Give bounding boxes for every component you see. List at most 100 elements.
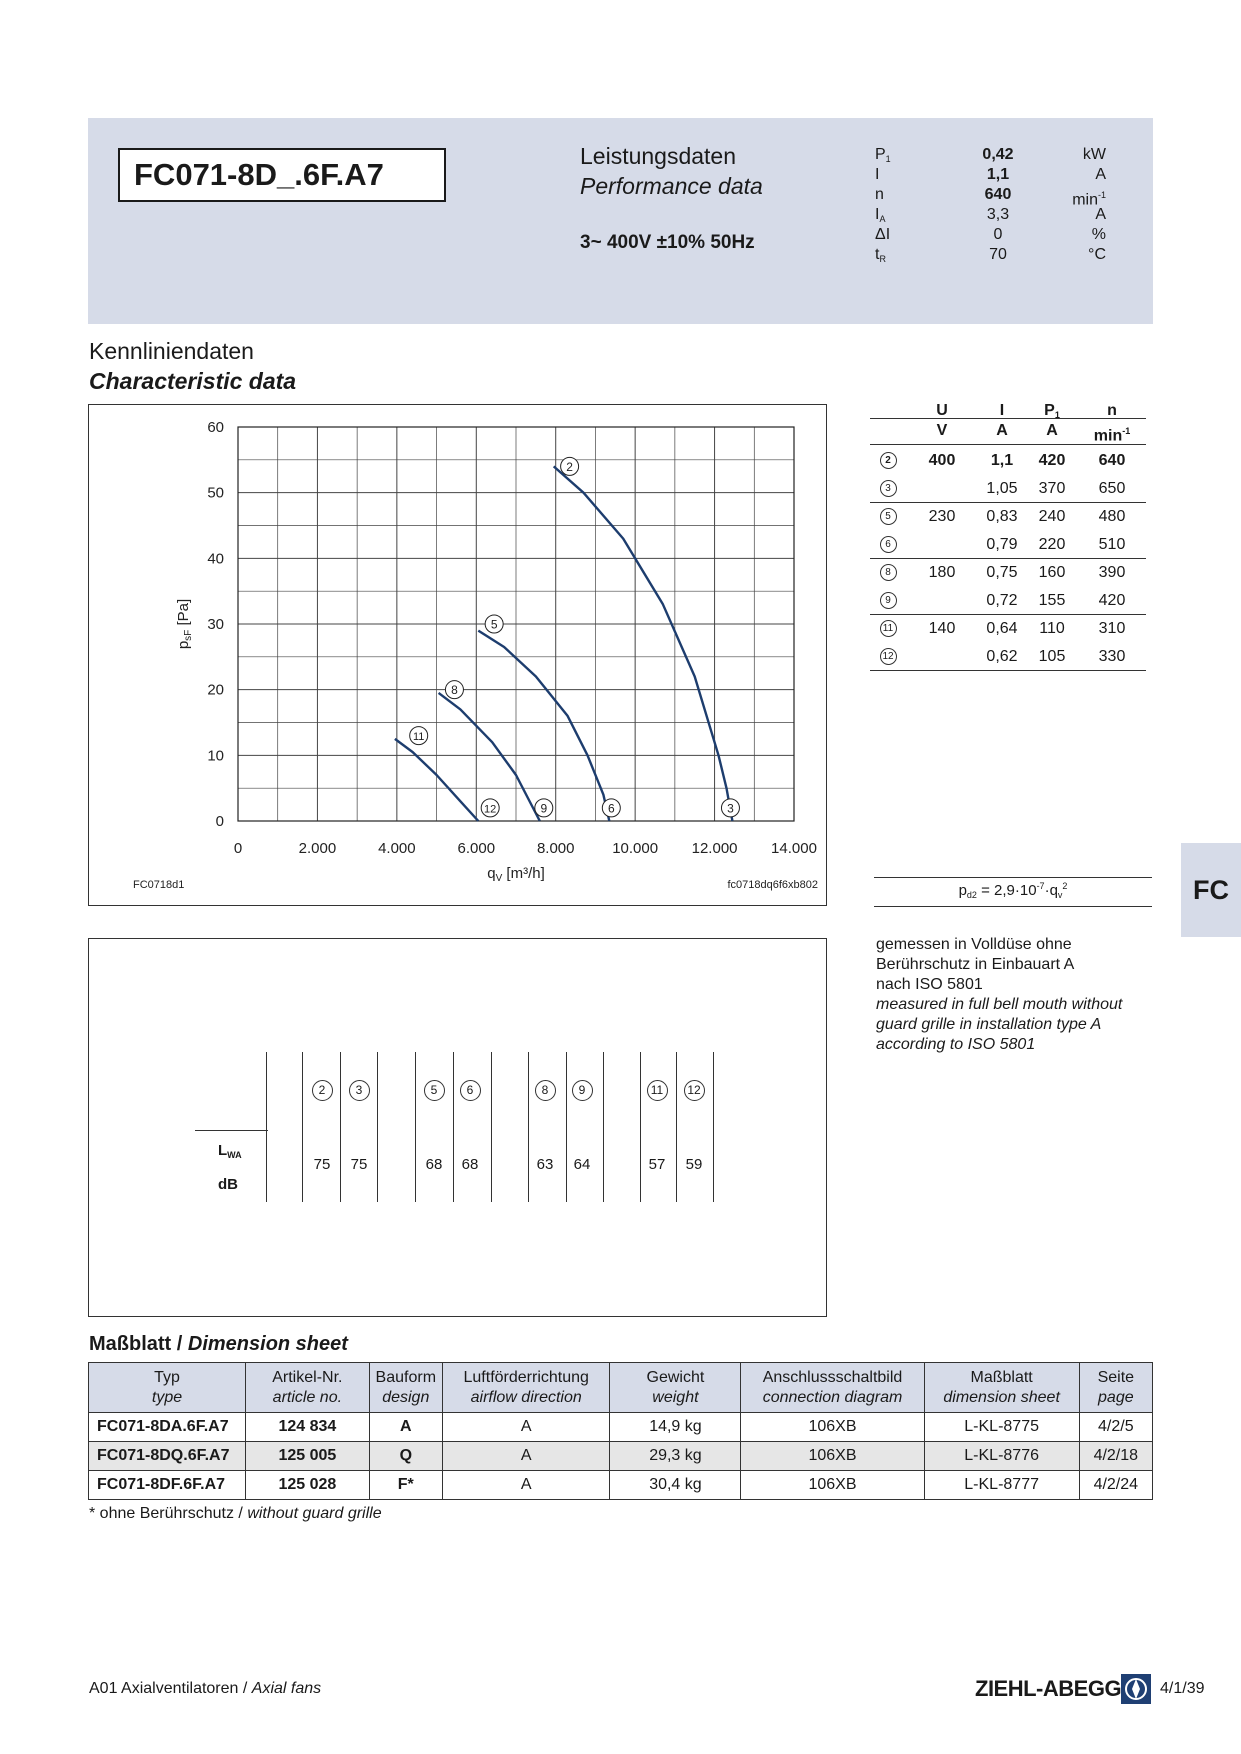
sound-power-value: 75 bbox=[313, 1156, 331, 1173]
dimension-title-sep: / bbox=[171, 1333, 188, 1355]
dimension-footnote: * ohne Berührschutz / without guard gril… bbox=[89, 1505, 382, 1523]
x-tick-label: 12.000 bbox=[692, 840, 738, 857]
table-cell: 0,75 bbox=[986, 564, 1018, 581]
table-cell: 160 bbox=[1038, 564, 1066, 581]
y-tick-label: 30 bbox=[207, 616, 224, 633]
footer-category-de: A01 Axialventilatoren / bbox=[89, 1680, 252, 1697]
table-row: 12 0,62 105 330 bbox=[870, 643, 1146, 671]
note-de-line-3: nach ISO 5801 bbox=[876, 976, 983, 993]
table-row: 9 0,72 155 420 bbox=[870, 587, 1146, 615]
sound-operating-point: 9 bbox=[565, 1080, 599, 1101]
column-header: Luftförderrichtung airflow direction bbox=[441, 1362, 611, 1413]
table-cell: 180 bbox=[928, 564, 956, 581]
sound-column-rule bbox=[491, 1052, 492, 1202]
sound-operating-point: 5 bbox=[417, 1080, 451, 1101]
table-cell: L-KL-8775 bbox=[923, 1412, 1080, 1442]
brand-logo-icon bbox=[1121, 1674, 1151, 1704]
table-cell: 124 834 bbox=[245, 1412, 370, 1442]
table-cell: 12 bbox=[870, 643, 906, 671]
table-cell: 155 bbox=[1038, 592, 1066, 609]
footer-category-en: Axial fans bbox=[251, 1680, 322, 1697]
table-cell: 105 bbox=[1038, 648, 1066, 665]
sound-power-frame bbox=[88, 938, 827, 1317]
y-tick-label: 20 bbox=[207, 682, 224, 699]
curve-label: 5 bbox=[491, 618, 498, 632]
table-cell: 29,3 kg bbox=[609, 1441, 742, 1471]
curve-label-circle bbox=[444, 680, 464, 700]
spec-symbol: tR bbox=[875, 246, 886, 264]
table-row: 3 1,05 370 650 bbox=[870, 475, 1146, 503]
x-tick-label: 4.000 bbox=[378, 840, 416, 857]
curve-label: 6 bbox=[608, 801, 615, 815]
column-header: Artikel-Nr. article no. bbox=[245, 1362, 370, 1413]
curve-label-circle bbox=[601, 798, 621, 818]
sound-power-value: 68 bbox=[461, 1156, 479, 1173]
spec-value: 1,1 bbox=[986, 166, 1010, 183]
dynamic-pressure-formula: pd2 = 2,9·10-7·qv2 bbox=[958, 881, 1068, 900]
spec-value: 640 bbox=[984, 186, 1012, 203]
sound-operating-point: 12 bbox=[677, 1080, 711, 1101]
sound-power-value: 57 bbox=[648, 1156, 666, 1173]
table-cell: 400 bbox=[928, 452, 956, 469]
spec-symbol: P1 bbox=[875, 146, 891, 164]
table-cell: 330 bbox=[1098, 648, 1126, 665]
spec-unit: A bbox=[1095, 206, 1106, 223]
sound-column-rule bbox=[377, 1052, 378, 1202]
formula-top-rule bbox=[874, 877, 1152, 878]
x-tick-label: 2.000 bbox=[299, 840, 337, 857]
sound-column-rule bbox=[266, 1052, 267, 1202]
footnote-en: without guard grille bbox=[247, 1505, 382, 1522]
spec-symbol: I bbox=[875, 166, 880, 183]
table-cell: 6 bbox=[870, 531, 906, 559]
curve-label: 2 bbox=[566, 460, 573, 474]
spec-value: 0,42 bbox=[982, 146, 1014, 163]
section-title-de: Kennliniendaten bbox=[89, 338, 254, 364]
x-tick-label: 14.000 bbox=[771, 840, 817, 857]
table-cell: 106XB bbox=[740, 1412, 925, 1442]
table-row: 8 180 0,75 160 390 bbox=[870, 559, 1146, 587]
sound-operating-point: 2 bbox=[305, 1080, 339, 1101]
table-cell: 14,9 kg bbox=[609, 1412, 742, 1442]
table-cell: L-KL-8776 bbox=[923, 1441, 1080, 1471]
table-cell: 420 bbox=[1038, 452, 1066, 469]
table-cell: 0,83 bbox=[986, 508, 1018, 525]
spec-unit: °C bbox=[1088, 246, 1106, 263]
y-tick-label: 0 bbox=[216, 813, 224, 830]
chart-frame bbox=[88, 404, 827, 906]
table-cell: 220 bbox=[1038, 536, 1066, 553]
plot-area bbox=[237, 426, 795, 822]
table-cell: L-KL-8777 bbox=[923, 1470, 1080, 1500]
table-cell: 5 bbox=[870, 503, 906, 531]
section-title-en: Characteristic data bbox=[89, 368, 297, 394]
table-row: 5 230 0,83 240 480 bbox=[870, 503, 1146, 531]
column-header: Typ type bbox=[87, 1362, 247, 1413]
characteristic-chart: 0 2.000 4.000 6.000 8.000 10.000 12.000 14.000 0… bbox=[133, 419, 818, 891]
curve-8 bbox=[437, 691, 541, 822]
performance-title-de: Leistungsdaten bbox=[580, 143, 737, 169]
curve-label-circle bbox=[534, 798, 554, 818]
note-en-line-1: measured in full bell mouth without bbox=[876, 996, 1123, 1013]
table-header: U I P1 n bbox=[870, 397, 1146, 425]
sound-power-value: 59 bbox=[685, 1156, 703, 1173]
table-cell: 0,64 bbox=[986, 620, 1018, 637]
section-tab-fc: FC bbox=[1181, 843, 1241, 937]
table-cell: P1 bbox=[1044, 402, 1060, 420]
table-cell: FC071-8DA.6F.A7 bbox=[87, 1412, 247, 1442]
table-cell: U bbox=[936, 402, 948, 419]
table-cell: 640 bbox=[1098, 452, 1126, 469]
table-cell: 3 bbox=[870, 475, 906, 503]
curve-label-circle bbox=[409, 726, 429, 746]
table-row: 2 400 1,1 420 640 bbox=[870, 447, 1146, 475]
table-cell: 8 bbox=[870, 559, 906, 587]
table-cell: 110 bbox=[1039, 620, 1065, 637]
table-row: FC071-8DQ.6F.A7 125 005 Q A 29,3 kg 106XB L-KL… bbox=[87, 1441, 1154, 1471]
sound-column-rule bbox=[713, 1052, 714, 1202]
spec-symbol: n bbox=[875, 186, 884, 203]
table-cell: 4/2/5 bbox=[1078, 1412, 1154, 1442]
dimension-table-header: Typ type Artikel-Nr. article no. Bauform desi… bbox=[87, 1362, 1154, 1413]
sound-power-value: 68 bbox=[425, 1156, 443, 1173]
table-cell: A bbox=[996, 422, 1008, 439]
sound-column-rule bbox=[340, 1052, 341, 1202]
y-axis-label: psF [Pa] bbox=[175, 599, 194, 649]
table-cell: 310 bbox=[1098, 620, 1126, 637]
